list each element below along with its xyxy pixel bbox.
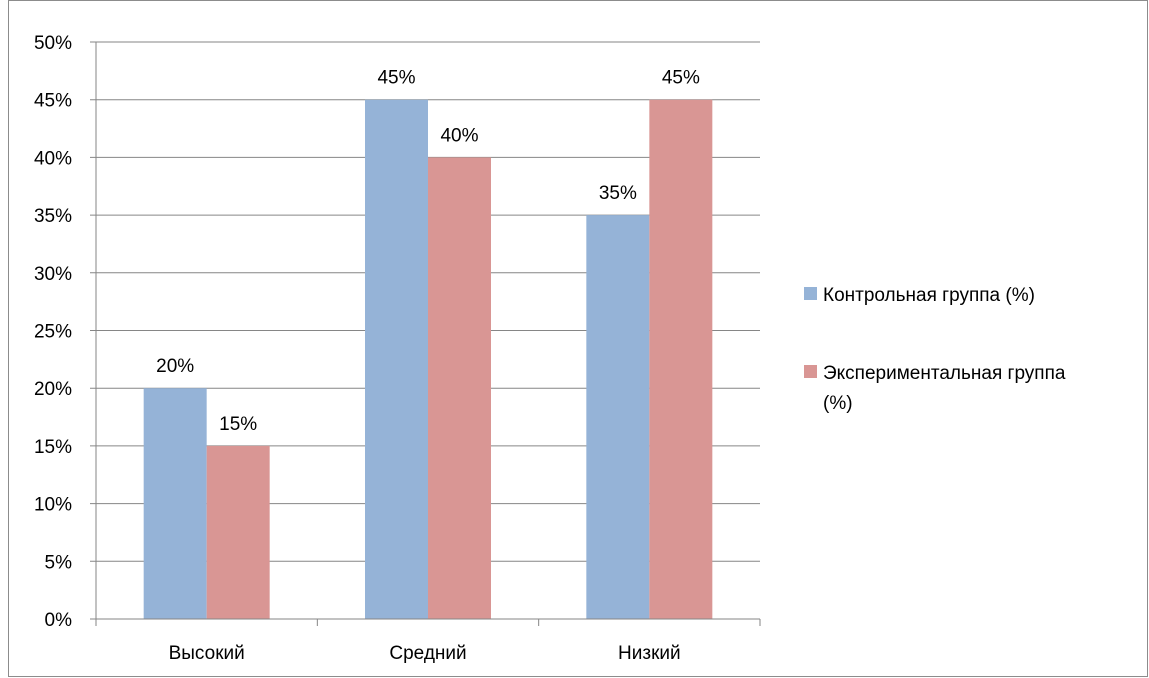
y-tick-label: 40%: [34, 148, 72, 169]
data-label: 45%: [377, 68, 415, 89]
y-tick-label: 25%: [34, 322, 72, 343]
bars: [143, 99, 713, 619]
category-label: Высокий: [169, 643, 245, 664]
y-tick-label: 5%: [45, 552, 73, 573]
y-tick-label: 20%: [34, 379, 72, 400]
y-tick-label: 30%: [34, 264, 72, 285]
bar-experimental-1: [206, 445, 270, 619]
legend-entry-label: Экспериментальная группа (%): [823, 363, 1066, 414]
y-axis-tick-labels: 0% 5% 10% 15% 20% 25% 30% 35% 40% 45% 50%: [34, 33, 72, 631]
bar-experimental-3: [649, 99, 713, 619]
category-label: Низкий: [618, 643, 681, 664]
x-axis-category-labels: Высокий Средний Низкий: [169, 643, 681, 664]
data-label: 40%: [440, 125, 478, 146]
bar-experimental-2: [428, 157, 491, 619]
y-tick-label: 45%: [34, 91, 72, 112]
data-label: 35%: [599, 183, 637, 204]
data-label: 15%: [219, 414, 257, 435]
data-label: 45%: [662, 68, 700, 89]
legend-entry-label: Контрольная группа (%): [823, 285, 1035, 306]
category-label: Средний: [389, 643, 466, 664]
data-label: 20%: [156, 356, 194, 377]
bar-control-1: [143, 388, 207, 619]
legend: Контрольная группа (%) Экспериментальная …: [804, 285, 1066, 414]
y-tick-label: 15%: [34, 437, 72, 458]
bar-control-3: [586, 215, 650, 619]
y-tick-label: 10%: [34, 495, 72, 516]
bar-control-2: [365, 99, 428, 619]
y-tick-label: 35%: [34, 206, 72, 227]
legend-swatch: [804, 287, 817, 300]
y-tick-label: 0%: [45, 610, 73, 631]
axes: [95, 42, 761, 626]
y-tick-label: 50%: [34, 33, 72, 54]
data-labels: 20% 15% 45% 40% 35% 45%: [156, 68, 700, 435]
legend-swatch: [804, 365, 817, 378]
